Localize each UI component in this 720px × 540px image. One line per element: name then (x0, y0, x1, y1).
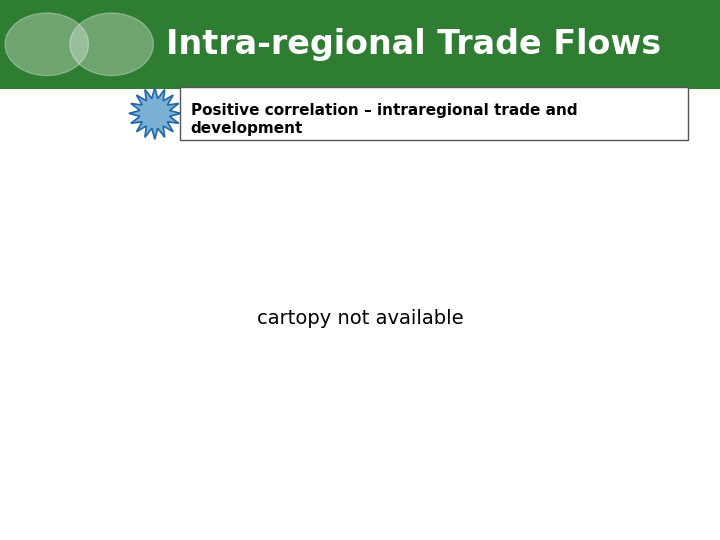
Text: Intra-regional Trade Flows: Intra-regional Trade Flows (166, 28, 661, 61)
FancyBboxPatch shape (180, 87, 688, 140)
Circle shape (70, 13, 153, 76)
Text: development: development (191, 121, 303, 136)
Circle shape (5, 13, 89, 76)
Text: Positive correlation – intraregional trade and: Positive correlation – intraregional tra… (191, 103, 577, 118)
Text: cartopy not available: cartopy not available (257, 309, 463, 328)
Polygon shape (129, 87, 181, 139)
FancyBboxPatch shape (0, 0, 720, 89)
